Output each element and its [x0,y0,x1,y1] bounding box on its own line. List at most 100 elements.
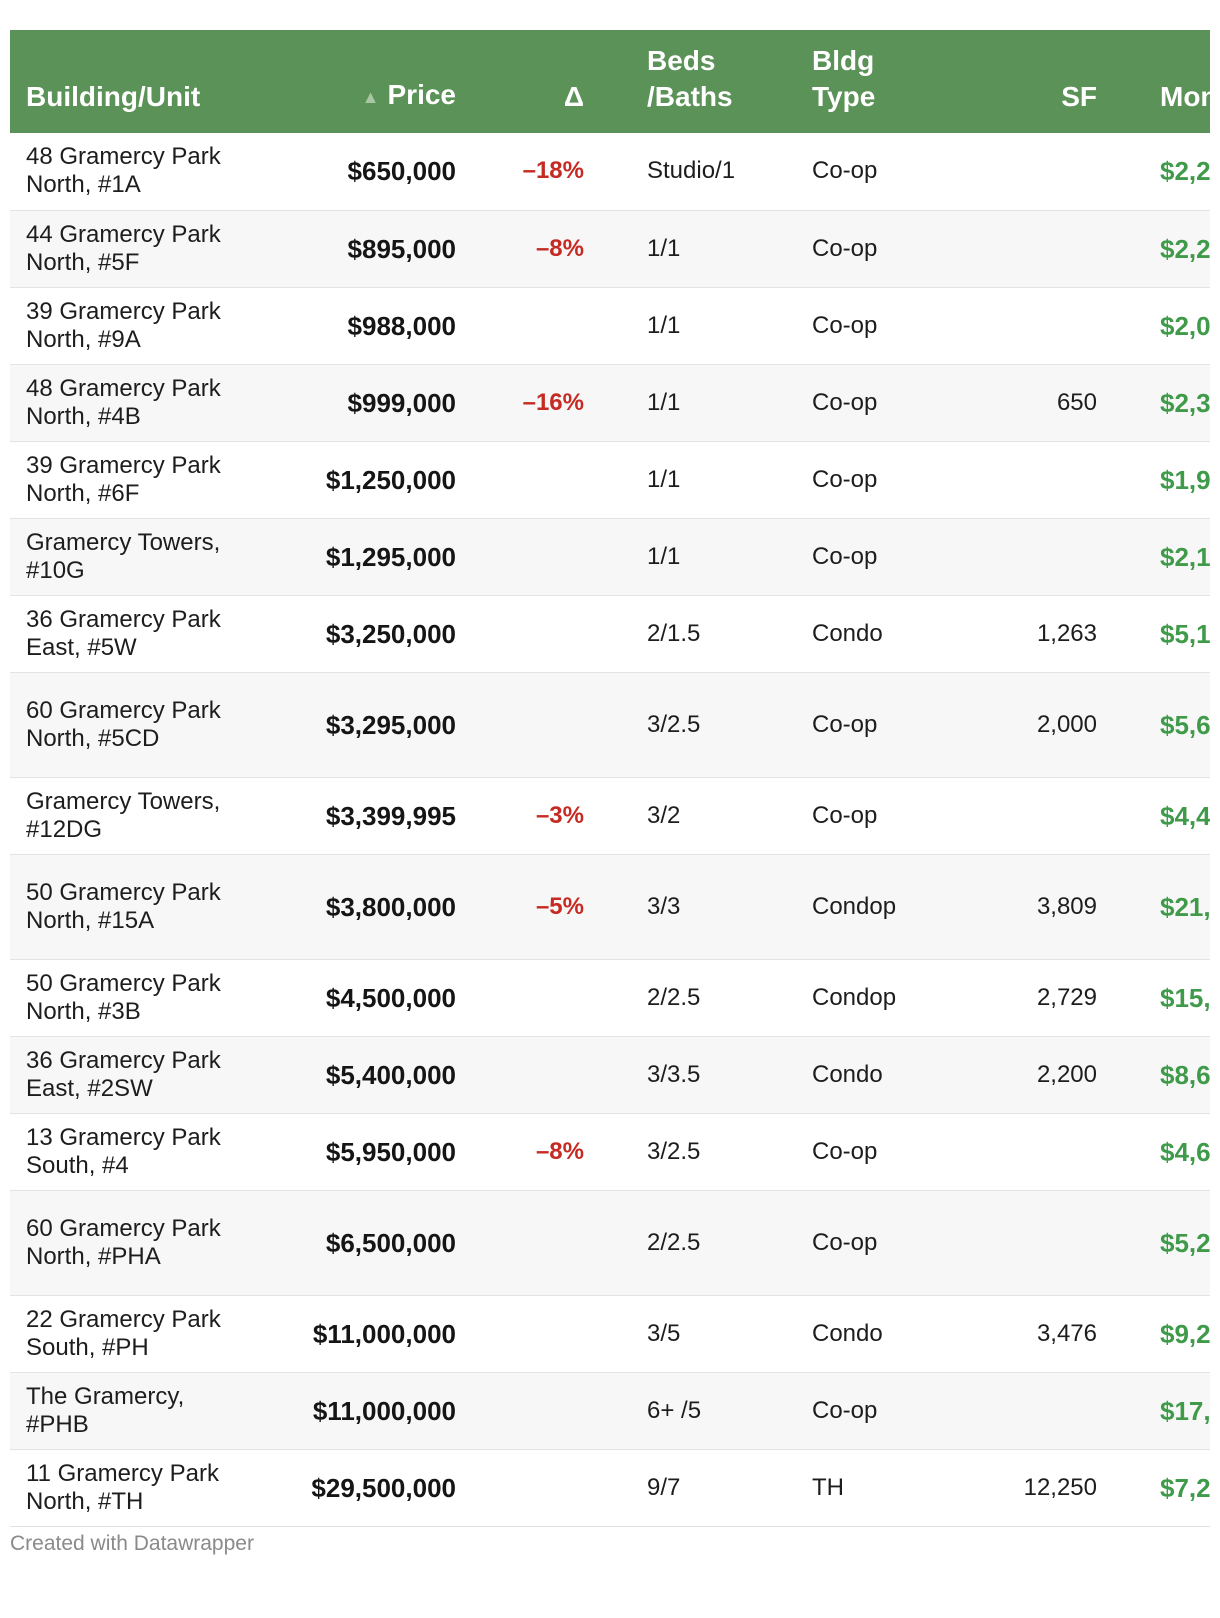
cell-delta [456,959,584,1036]
cell-beds-baths-text: 3/3.5 [647,1060,701,1088]
cell-bldg-type-text: Condop [812,892,897,920]
cell-monthlies: $2,290 [1097,210,1210,287]
cell-monthlies: $2,175 [1097,518,1210,595]
cell-bldg-type: Condop [812,854,927,959]
cell-beds-baths: 3/2.5 [584,672,812,777]
cell-monthlies-text: $5,230 [1160,1227,1210,1258]
cell-price: $988,000 [296,287,456,364]
col-header-delta[interactable]: Δ [563,81,584,112]
cell-price: $999,000 [296,364,456,441]
cell-building-text: 50 Gramercy Park North, #15A [26,878,221,934]
cell-sf [927,518,1097,595]
cell-bldg-type: TH [812,1449,927,1526]
cell-beds-baths: 1/1 [584,287,812,364]
cell-monthlies-text: $7,276 [1160,1472,1210,1503]
cell-delta [456,1190,584,1295]
cell-delta: –5% [456,854,584,959]
table-row: Gramercy Towers, #12DG $3,399,995 –3% 3/2 Co… [10,777,1210,854]
table-row: 11 Gramercy Park North, #TH $29,500,000 9/… [10,1449,1210,1526]
cell-beds-baths-text: 3/2 [647,801,681,829]
cell-beds-baths: 1/1 [584,210,812,287]
cell-building: 39 Gramercy Park North, #6F [10,441,296,518]
col-header-building[interactable]: Building/Unit [26,81,201,112]
cell-delta: –8% [456,1113,584,1190]
cell-price: $6,500,000 [296,1190,456,1295]
cell-bldg-type: Co-op [812,210,927,287]
cell-price-text: $650,000 [347,156,456,187]
cell-sf [927,777,1097,854]
cell-bldg-type: Condo [812,1295,927,1372]
cell-monthlies-text: $4,454 [1160,800,1210,831]
cell-price-text: $3,295,000 [325,709,456,740]
table-row: 39 Gramercy Park North, #9A $988,000 1/1 Co… [10,287,1210,364]
cell-beds-baths-text: 2/2.5 [647,983,701,1011]
cell-monthlies: $21,339 [1097,854,1210,959]
cell-delta [456,1036,584,1113]
cell-sf: 3,809 [927,854,1097,959]
cell-bldg-type: Co-op [812,364,927,441]
cell-bldg-type: Co-op [812,1372,927,1449]
table-row: 13 Gramercy Park South, #4 $5,950,000 –8% 3… [10,1113,1210,1190]
cell-delta-text: –8% [535,234,584,262]
cell-sf [927,1372,1097,1449]
cell-building: 13 Gramercy Park South, #4 [10,1113,296,1190]
cell-building: 48 Gramercy Park North, #1A [10,133,296,210]
cell-monthlies: $17,467 [1097,1372,1210,1449]
cell-building: 44 Gramercy Park North, #5F [10,210,296,287]
cell-beds-baths-text: 3/2.5 [647,710,701,738]
col-header-beds-baths[interactable]: Beds/Baths [647,45,733,112]
cell-price-text: $5,400,000 [325,1059,456,1090]
cell-beds-baths: 1/1 [584,518,812,595]
cell-monthlies-text: $15,005 [1160,982,1210,1013]
cell-monthlies-text: $5,110 [1160,618,1210,649]
col-header-sf[interactable]: SF [1061,81,1097,112]
cell-bldg-type: Co-op [812,441,927,518]
listings-table: Building/Unit ▲ Price Δ Beds/Baths Bldg Ty… [10,30,1210,1527]
cell-building: 60 Gramercy Park North, #PHA [10,1190,296,1295]
cell-delta: –16% [456,364,584,441]
cell-building: 50 Gramercy Park North, #15A [10,854,296,959]
cell-building-text: 60 Gramercy Park North, #PHA [26,1214,221,1270]
cell-building-text: 50 Gramercy Park North, #3B [26,969,221,1025]
cell-building-text: 48 Gramercy Park North, #1A [26,143,221,199]
col-header-bldg-type[interactable]: Bldg Type [812,45,876,112]
cell-bldg-type: Co-op [812,1190,927,1295]
cell-delta [456,672,584,777]
cell-bldg-type-text: Co-op [812,1228,878,1256]
table-row: 36 Gramercy Park East, #5W $3,250,000 2/1.… [10,595,1210,672]
cell-beds-baths-text: 1/1 [647,388,681,416]
col-header-monthlies[interactable]: Monthlies [1160,81,1210,112]
cell-bldg-type-text: Co-op [812,542,878,570]
cell-beds-baths-text: 3/3 [647,892,681,920]
cell-beds-baths: 1/1 [584,441,812,518]
cell-building: 48 Gramercy Park North, #4B [10,364,296,441]
cell-beds-baths: 2/2.5 [584,1190,812,1295]
cell-monthlies: $4,632 [1097,1113,1210,1190]
cell-sf-text: 650 [1056,388,1097,416]
cell-price: $1,295,000 [296,518,456,595]
cell-monthlies-text: $21,339 [1160,891,1210,922]
cell-beds-baths: 3/2 [584,777,812,854]
cell-price: $3,250,000 [296,595,456,672]
col-header-price[interactable]: ▲ Price [361,79,456,111]
cell-bldg-type: Co-op [812,133,927,210]
cell-building-text: The Gramercy, #PHB [26,1382,185,1438]
cell-building-text: 39 Gramercy Park North, #6F [26,451,221,507]
cell-price: $1,250,000 [296,441,456,518]
cell-beds-baths: 3/3.5 [584,1036,812,1113]
cell-sf: 2,200 [927,1036,1097,1113]
cell-delta [456,595,584,672]
cell-beds-baths-text: 1/1 [647,311,681,339]
cell-price: $3,800,000 [296,854,456,959]
datawrapper-credit[interactable]: Created with Datawrapper [10,1532,254,1555]
table-viewport[interactable]: Building/Unit ▲ Price Δ Beds/Baths Bldg Ty… [10,30,1210,1540]
cell-delta [456,1372,584,1449]
cell-bldg-type: Co-op [812,1113,927,1190]
cell-bldg-type-text: Co-op [812,801,878,829]
cell-sf: 2,729 [927,959,1097,1036]
cell-sf: 1,263 [927,595,1097,672]
cell-sf: 12,250 [927,1449,1097,1526]
cell-delta [456,441,584,518]
cell-beds-baths: 9/7 [584,1449,812,1526]
cell-monthlies: $5,230 [1097,1190,1210,1295]
